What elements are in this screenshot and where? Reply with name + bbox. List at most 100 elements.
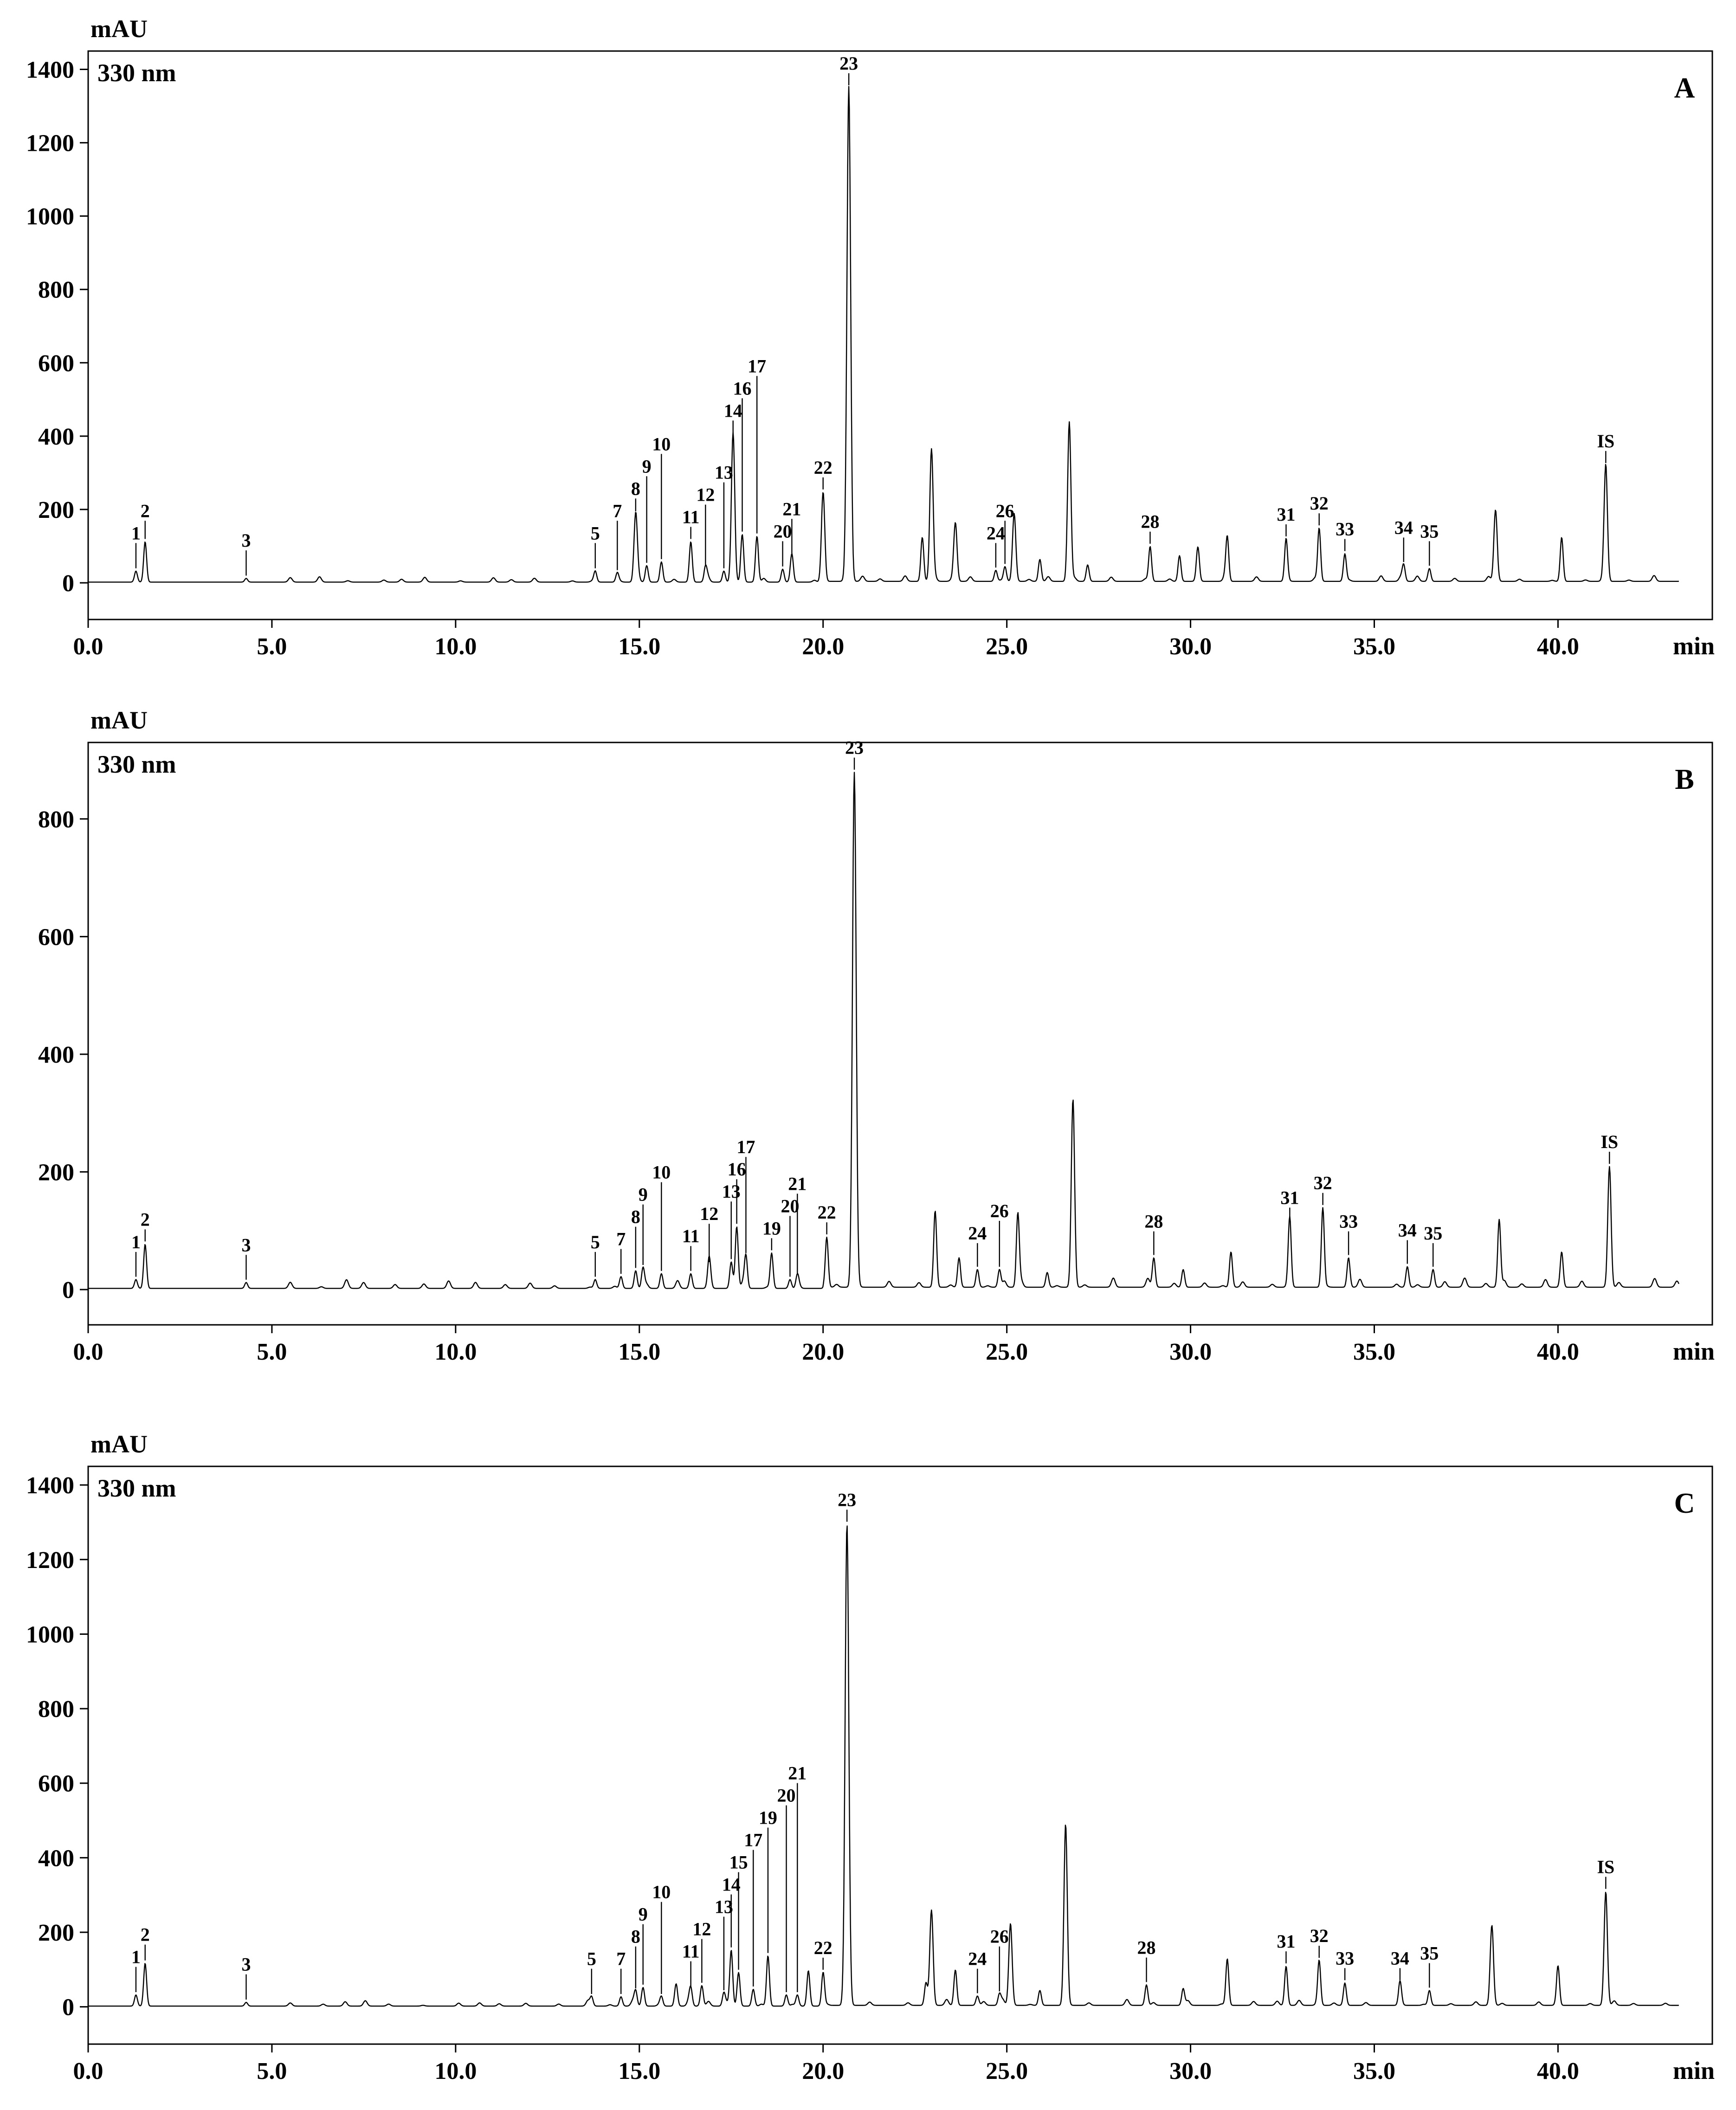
peak-label: 8	[631, 1207, 640, 1227]
peak-label: IS	[1597, 1856, 1614, 1877]
peak-label: 12	[692, 1919, 711, 1940]
peak-label: 28	[1144, 1211, 1163, 1232]
peak-label: 33	[1339, 1211, 1358, 1232]
y-axis-unit: mAU	[90, 706, 148, 734]
peak-label: 17	[748, 355, 766, 376]
peak-label: 33	[1336, 1948, 1354, 1968]
peak-label: 10	[652, 1882, 671, 1903]
plot-frame	[87, 742, 1713, 1326]
y-tick-label: 800	[38, 807, 74, 833]
x-tick-label: 20.0	[802, 1339, 844, 1365]
x-tick-label: 15.0	[618, 2058, 660, 2084]
peak-label: 24	[987, 523, 1005, 543]
peak-label: 2	[141, 1924, 150, 1945]
x-tick-label: 0.0	[73, 2058, 103, 2084]
peak-label: 19	[759, 1807, 777, 1828]
x-tick-label: 25.0	[986, 1339, 1028, 1365]
peak-label: 32	[1314, 1173, 1332, 1194]
peak-label: 34	[1398, 1220, 1417, 1241]
peak-label: 3	[241, 530, 251, 551]
peak-label: 34	[1391, 1948, 1409, 1968]
y-tick-label: 1000	[26, 204, 74, 230]
peak-label: 32	[1310, 493, 1329, 514]
y-tick-label: 800	[38, 277, 74, 303]
peak-label: 1	[131, 1232, 141, 1252]
chromatogram-panel-b: 0.0 5.0 10.0 15.0 20.0 25.0 30.0 35.0 40.0 0 200 40…	[38, 706, 1715, 1365]
peak-label: 16	[733, 378, 752, 399]
panel-letter: A	[1674, 72, 1695, 104]
peak-label: 26	[990, 1200, 1009, 1221]
y-tick-label: 400	[38, 424, 74, 450]
peak-label: 19	[762, 1218, 781, 1239]
x-tick-label: 40.0	[1537, 2058, 1579, 2084]
peak-label: 28	[1141, 511, 1159, 532]
peak-label: 22	[814, 1937, 833, 1958]
panel-letter: B	[1675, 764, 1694, 795]
peak-label: 7	[616, 1229, 626, 1250]
x-tick-label: 0.0	[73, 1339, 103, 1365]
peak-label: 11	[682, 506, 700, 527]
y-tick-label: 200	[38, 1920, 74, 1946]
peak-label: 35	[1420, 521, 1439, 542]
chromatogram-trace	[88, 86, 1679, 583]
wavelength-label: 330 nm	[97, 750, 176, 778]
peak-label: 17	[744, 1830, 762, 1851]
peak-label: 33	[1336, 519, 1354, 540]
y-tick-label: 1000	[26, 1621, 74, 1648]
peak-label: 9	[639, 1904, 648, 1925]
peak-label: 14	[724, 400, 742, 421]
x-tick-label: 35.0	[1353, 633, 1395, 660]
x-tick-label: 10.0	[434, 1339, 477, 1365]
peak-label: 34	[1394, 517, 1413, 538]
peak-label: 7	[613, 500, 622, 521]
peak-label: 11	[682, 1226, 700, 1246]
peak-label: 3	[241, 1234, 251, 1255]
peak-label: IS	[1600, 1131, 1618, 1152]
y-tick-label: 0	[62, 570, 74, 597]
chromatogram-panel-c: 0.0 5.0 10.0 15.0 20.0 25.0 30.0 35.0 40.0 0 200 40…	[26, 1430, 1715, 2084]
panel-letter: C	[1674, 1488, 1695, 1519]
x-tick-label: 10.0	[434, 2058, 477, 2084]
y-axis-unit: mAU	[90, 1430, 148, 1458]
peak-label: 12	[696, 484, 715, 505]
x-tick-label: 20.0	[802, 633, 844, 660]
x-tick-label: 5.0	[257, 633, 287, 660]
plot-frame	[87, 1465, 1713, 2045]
peak-label: 20	[781, 1195, 799, 1216]
peak-label: 5	[591, 1232, 600, 1252]
chromatogram-trace	[88, 772, 1679, 1289]
peak-label: 23	[845, 737, 864, 758]
peak-label: 26	[990, 1926, 1009, 1947]
y-tick-label: 800	[38, 1696, 74, 1723]
y-tick-label: 0	[62, 1277, 74, 1303]
peak-label: 24	[968, 1949, 987, 1969]
peak-label: 5	[591, 523, 600, 543]
peak-label: 13	[715, 462, 733, 483]
peak-label: 9	[642, 456, 652, 477]
x-tick-label: 0.0	[73, 633, 103, 660]
peak-label: 10	[652, 1162, 671, 1183]
peak-label: 20	[777, 1785, 796, 1806]
x-axis-unit: min	[1673, 1337, 1715, 1365]
y-tick-label: 200	[38, 497, 74, 523]
peak-label: 31	[1277, 504, 1295, 525]
peak-label: 8	[631, 478, 640, 499]
plot-frame	[87, 50, 1713, 620]
wavelength-label: 330 nm	[97, 1474, 176, 1502]
y-tick-label: 0	[62, 1994, 74, 2021]
peak-label: 21	[782, 498, 801, 519]
peak-label: 31	[1277, 1931, 1295, 1952]
peak-label: 2	[141, 1209, 150, 1230]
peak-label: IS	[1597, 431, 1614, 452]
peak-label: 9	[639, 1184, 648, 1205]
peak-label: 14	[722, 1874, 741, 1895]
y-tick-label: 600	[38, 924, 74, 950]
x-tick-label: 30.0	[1169, 633, 1212, 660]
peak-label: 22	[818, 1202, 836, 1223]
peak-label: 21	[788, 1173, 807, 1194]
y-tick-label: 1200	[26, 130, 74, 157]
peak-label: 13	[715, 1897, 733, 1917]
y-tick-label: 200	[38, 1159, 74, 1186]
y-axis-unit: mAU	[90, 15, 148, 43]
peak-label: 1	[131, 523, 141, 543]
